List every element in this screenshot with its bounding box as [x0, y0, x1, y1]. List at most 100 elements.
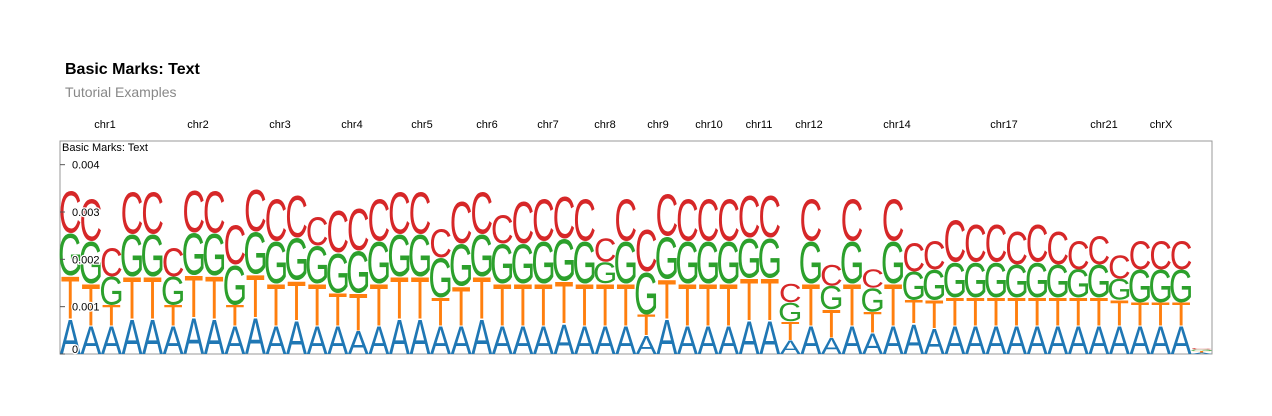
letter-mark-c: C: [80, 188, 103, 254]
letter-mark-t: T: [452, 275, 471, 338]
letter-mark-c: C: [1129, 233, 1152, 277]
letter-mark-t: T: [122, 266, 141, 332]
letter-mark-g: G: [531, 230, 555, 296]
page-title: Basic Marks: Text: [65, 61, 200, 78]
letter-mark-a: A: [389, 310, 410, 365]
letter-mark-c: C: [758, 185, 781, 251]
letter-mark-t: T: [740, 267, 759, 333]
letter-mark-g: G: [1087, 256, 1111, 308]
letter-mark-g: G: [860, 282, 884, 319]
letter-mark-t: T: [287, 269, 306, 332]
letter-mark-g: G: [140, 223, 164, 289]
letter-mark-a: A: [1109, 318, 1130, 362]
letter-mark-a: A: [183, 308, 204, 365]
letter-mark-g: G: [963, 253, 987, 308]
letter-mark-c: C: [553, 185, 576, 251]
letter-mark-c: C: [882, 188, 905, 254]
letter-mark-c: C: [985, 215, 1008, 273]
chromosome-label: chr12: [795, 119, 823, 131]
letter-mark-a: A: [471, 310, 492, 365]
letter-mark-g: G: [284, 227, 308, 293]
letter-mark-a: A: [656, 310, 677, 365]
letter-mark-g: G: [1169, 261, 1193, 313]
letter-mark-t: T: [1110, 293, 1129, 334]
letter-mark-g: G: [840, 230, 864, 296]
letter-mark-g: G: [264, 230, 288, 296]
letter-mark-t: T: [781, 317, 800, 346]
letter-mark-c: C: [635, 219, 658, 285]
letter-mark-t: T: [143, 266, 162, 332]
letter-mark-t: T: [575, 273, 594, 339]
letter-mark-c: C: [1026, 215, 1049, 273]
letter-mark-g: G: [943, 253, 967, 308]
letter-mark-g: G: [79, 230, 103, 296]
letter-mark-c: C: [326, 200, 349, 266]
letter-mark-t: T: [884, 273, 903, 339]
letter-mark-g: G: [1128, 261, 1152, 313]
letter-mark-t: T: [1007, 290, 1026, 334]
letter-mark-t: T: [1192, 351, 1211, 353]
letter-mark-c: C: [923, 233, 946, 277]
letter-mark-a: A: [821, 333, 843, 359]
letter-mark-t: T: [349, 284, 368, 342]
letter-mark-a: A: [842, 318, 863, 362]
letter-mark-a: A: [677, 318, 698, 362]
letter-mark-a: A: [142, 310, 163, 365]
letter-mark-a: A: [245, 308, 266, 365]
letter-mark-t: T: [986, 290, 1005, 334]
letter-mark-g: G: [716, 230, 740, 296]
letter-mark-c: C: [244, 178, 267, 244]
letter-mark-c: C: [141, 181, 164, 247]
letter-mark-t: T: [328, 285, 347, 337]
letter-mark-g: G: [428, 247, 452, 310]
track-title: Basic Marks: Text: [62, 142, 148, 154]
chromosome-axis: chr1 chr2 chr3 chr4 chr5 chr6 chr7 chr8 chr9 chr1…: [94, 119, 1173, 131]
letter-mark-c: C: [224, 213, 247, 276]
letter-mark-a: A: [924, 322, 945, 363]
letter-mark-g: G: [819, 279, 843, 316]
letter-mark-g: G: [243, 221, 267, 287]
letter-mark-t: T: [1130, 296, 1149, 333]
letter-mark-c: C: [429, 221, 452, 265]
letter-mark-c: C: [1088, 229, 1111, 273]
letter-mark-t: T: [81, 273, 100, 339]
y-tick-label: 0: [72, 344, 78, 356]
letter-mark-a: A: [944, 318, 965, 362]
letter-mark-g: G: [408, 223, 432, 289]
letter-mark-a: A: [862, 328, 884, 361]
letter-mark-t: T: [554, 271, 573, 337]
letter-mark-a: A: [903, 315, 924, 363]
chromosome-label: chr10: [695, 119, 723, 131]
letter-mark-a: A: [451, 318, 472, 362]
letter-mark-g: G: [552, 228, 576, 294]
letter-mark-a: A: [636, 331, 658, 360]
letter-mark-t: T: [534, 273, 553, 339]
letter-mark-c: C: [162, 240, 185, 284]
letter-mark-g: G: [1148, 261, 1172, 313]
chromosome-label: chr21: [1090, 119, 1118, 131]
letter-mark-c: C: [1170, 233, 1193, 277]
letter-mark-t: T: [596, 273, 615, 339]
chromosome-label: chr4: [341, 119, 362, 131]
y-axis: 0 0.001 0.002 0.003 0.004: [60, 158, 101, 357]
letter-mark-a: A: [883, 318, 904, 362]
letter-mark-a: A: [348, 324, 369, 361]
letter-mark-t: T: [1172, 296, 1191, 333]
letter-mark-t: T: [719, 273, 738, 339]
letter-mark-g: G: [593, 257, 617, 290]
letter-mark-c: C: [1108, 249, 1131, 286]
letter-mark-g: G: [614, 230, 638, 296]
letter-mark-g: G: [387, 223, 411, 289]
letter-mark-t: T: [184, 265, 203, 331]
chromosome-label: chr11: [746, 119, 773, 131]
letter-mark-c: C: [1046, 223, 1069, 275]
letter-mark-t: T: [842, 273, 861, 339]
letter-mark-c: C: [1149, 233, 1172, 277]
chromosome-label: chr3: [269, 119, 290, 131]
letter-mark-g: G: [99, 269, 123, 313]
letter-mark-t: T: [369, 273, 388, 339]
letter-mark-c: C: [779, 279, 802, 308]
letter-mark-c: C: [512, 190, 535, 256]
letter-mark-a: A: [492, 318, 513, 362]
